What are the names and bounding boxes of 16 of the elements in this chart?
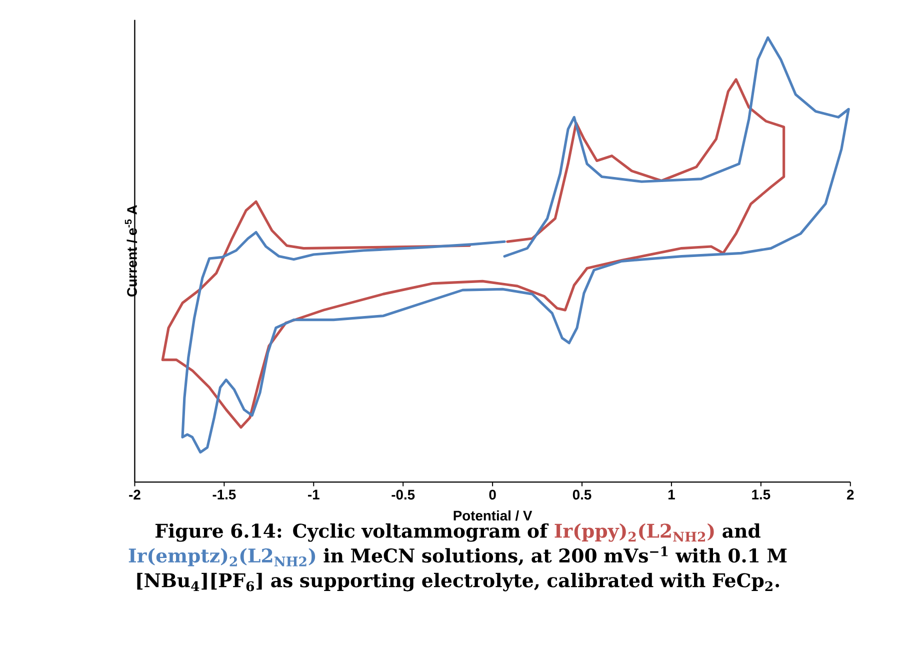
x-axis-title: Potential / V (454, 510, 532, 521)
x-tick-label: 0.5 (572, 490, 592, 500)
text: and (722, 523, 760, 538)
caption: Figure 6.14: Cyclic voltammogram of (156, 523, 549, 542)
text: [NBu$_{4}$][PF$_{6}$] as supporting electrolyte, calibrated with FeCp$_{2}$. (137, 572, 780, 592)
x-tick-label: 0 (489, 490, 496, 500)
x-tick-label: 1 (668, 490, 675, 500)
x-tick-label: -2 (129, 490, 140, 500)
x-tick-label: 2 (847, 490, 854, 500)
x-tick-label: -1 (308, 490, 320, 500)
x-tick-label: 1.5 (752, 490, 770, 500)
text: in MeCN solutions, at 200 mVs$^{−1}$ with 0.1 M (324, 546, 787, 566)
x-tick-label: -0.5 (392, 490, 415, 500)
text: Ir(ppy)$_{2}$(L2$_{NH2}$) (554, 523, 714, 542)
x-tick-label: -1.5 (212, 490, 236, 500)
text: Ir(emptz)$_{2}$(L2$_{NH2}$) (128, 548, 316, 566)
